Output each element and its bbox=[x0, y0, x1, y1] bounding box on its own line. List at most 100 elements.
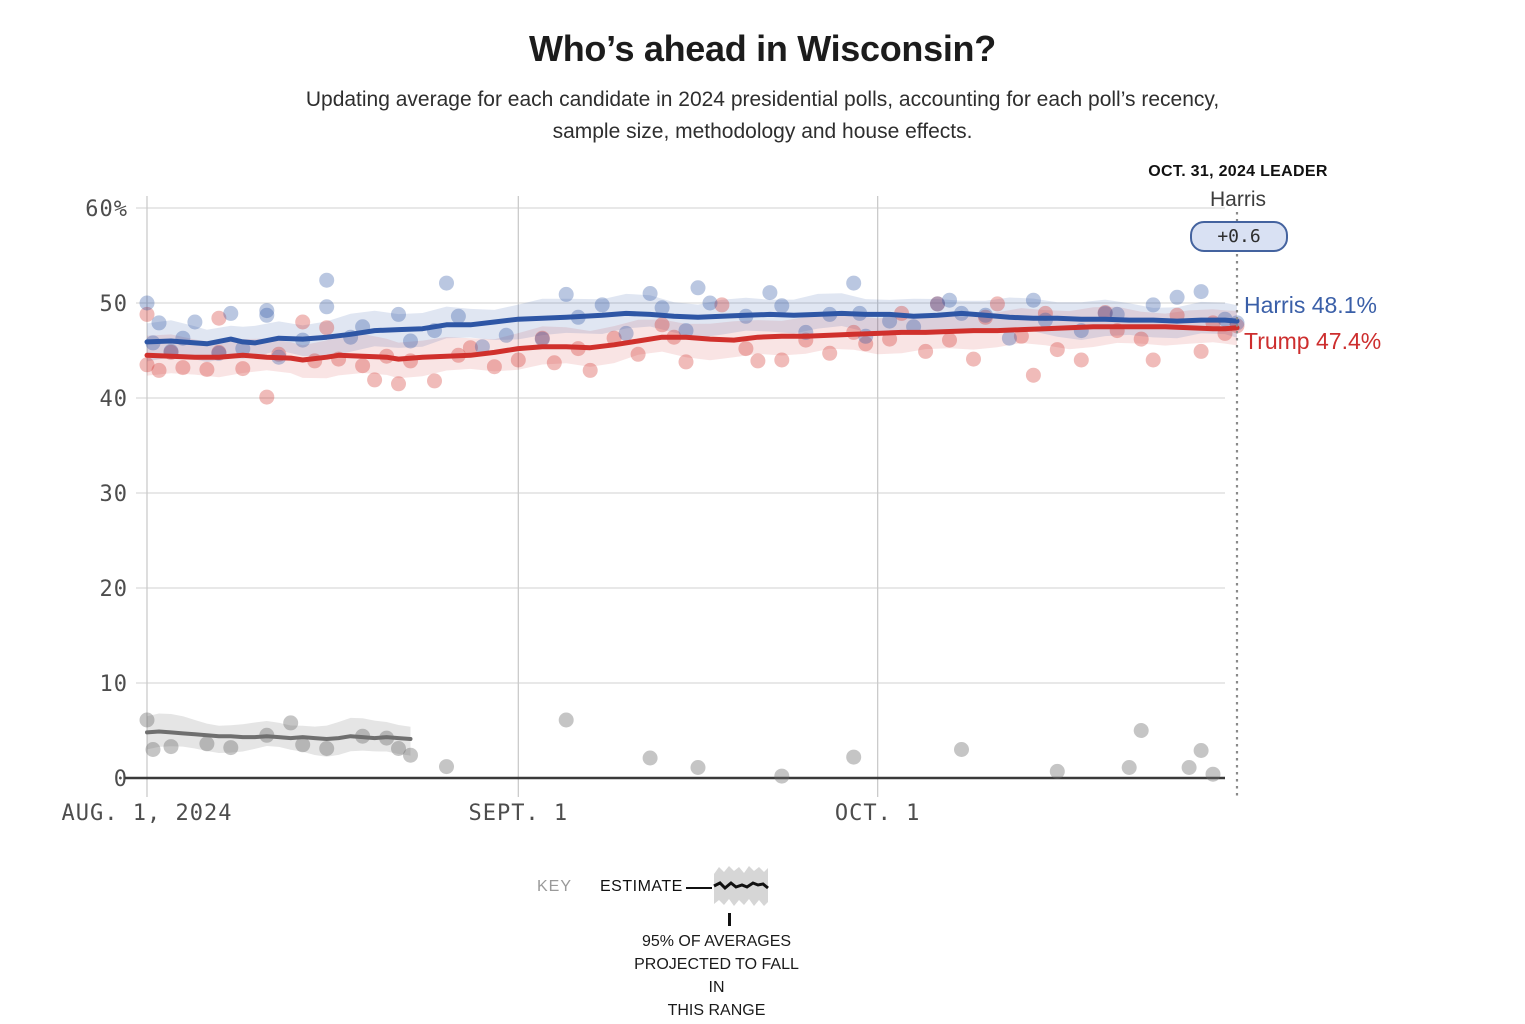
trump-poll-dot bbox=[858, 336, 874, 352]
gray-poll-dot bbox=[439, 759, 454, 775]
gray-poll-dot bbox=[558, 712, 574, 728]
trump-poll-dot bbox=[750, 353, 766, 369]
trump-poll-dot bbox=[738, 341, 754, 357]
trump-poll-dot bbox=[211, 310, 227, 326]
gray-poll-dot bbox=[1121, 760, 1137, 775]
harris-poll-dot bbox=[642, 286, 658, 301]
harris-poll-dot bbox=[558, 286, 574, 302]
harris-poll-dot bbox=[403, 333, 418, 349]
gray-poll-dot bbox=[1181, 760, 1197, 775]
harris-poll-dot bbox=[319, 272, 335, 288]
trump-poll-dot bbox=[151, 362, 167, 378]
gray-poll-dot bbox=[283, 715, 299, 731]
trump-end-label: Trump 47.4% bbox=[1244, 328, 1382, 354]
harris-poll-dot bbox=[774, 298, 790, 314]
trump-poll-dot bbox=[918, 343, 934, 359]
harris-poll-dot bbox=[654, 300, 670, 316]
trump-poll-dot bbox=[319, 320, 335, 336]
trump-poll-dot bbox=[966, 351, 981, 367]
harris-poll-dot bbox=[618, 325, 634, 341]
gray-poll-dot bbox=[403, 747, 418, 763]
gray-poll-dot bbox=[199, 736, 215, 752]
trump-poll-dot bbox=[989, 296, 1005, 312]
trump-average-line bbox=[144, 324, 1240, 363]
trump-poll-dot bbox=[546, 355, 562, 371]
trump-poll-dot bbox=[654, 317, 670, 333]
trump-poll-dot bbox=[391, 376, 406, 392]
trump-poll-dot bbox=[235, 361, 251, 377]
harris-confidence-band bbox=[147, 293, 1237, 362]
x-tick-label: SEPT. 1 bbox=[468, 801, 568, 826]
leader-date-label: OCT. 31, 2024 LEADER bbox=[1148, 163, 1328, 180]
gray-poll-dot bbox=[642, 750, 658, 766]
harris-poll-dot bbox=[534, 331, 550, 347]
harris-poll-dot bbox=[1193, 284, 1209, 300]
harris-poll-dot bbox=[1145, 297, 1161, 313]
harris-poll-dot bbox=[690, 280, 706, 296]
harris-poll-dot bbox=[1169, 289, 1185, 305]
harris-end-label: Harris 48.1% bbox=[1244, 292, 1377, 318]
trump-poll-dot bbox=[774, 352, 790, 368]
trump-poll-dot bbox=[427, 373, 442, 389]
trump-poll-dot bbox=[1145, 352, 1161, 368]
trump-poll-dot bbox=[534, 330, 550, 346]
y-tick-label: 10 bbox=[100, 672, 129, 697]
y-tick-label: 60% bbox=[85, 197, 128, 222]
trump-poll-dot bbox=[355, 358, 371, 374]
harris-poll-dot bbox=[259, 303, 275, 319]
key-caption-line2: PROJECTED TO FALL IN bbox=[634, 956, 799, 996]
gray-average-line bbox=[145, 729, 413, 741]
trump-poll-dot bbox=[582, 362, 598, 378]
key-line-shape bbox=[713, 881, 769, 891]
trump-poll-dot bbox=[1133, 331, 1149, 347]
gray-poll-dot bbox=[1049, 763, 1065, 779]
key-estimate-pointer-line bbox=[686, 887, 712, 889]
key-caption-line3: THIS RANGE bbox=[667, 1002, 766, 1019]
harris-poll-dot bbox=[139, 295, 155, 311]
key-estimate-glyph bbox=[713, 866, 769, 906]
page-title: Who’s ahead in Wisconsin? bbox=[529, 28, 996, 69]
harris-poll-dot bbox=[474, 339, 490, 355]
gray-poll-dot bbox=[954, 742, 969, 757]
harris-poll-dot bbox=[1025, 292, 1041, 308]
trump-poll-dot bbox=[462, 340, 478, 356]
y-tick-label: 30 bbox=[100, 482, 129, 507]
harris-poll-dot bbox=[319, 299, 335, 315]
key-range-tick bbox=[728, 913, 731, 926]
gray-poll-dot bbox=[391, 741, 406, 756]
gray-poll-dot bbox=[295, 737, 311, 753]
harris-poll-dot bbox=[942, 292, 957, 308]
y-tick-label: 40 bbox=[100, 387, 129, 412]
gray-poll-dot bbox=[1133, 723, 1149, 738]
key-estimate-label: ESTIMATE bbox=[600, 878, 683, 895]
trump-poll-dot bbox=[295, 314, 311, 330]
leader-name: Harris bbox=[1210, 188, 1266, 211]
gray-poll-dot bbox=[139, 712, 155, 728]
trump-poll-dot bbox=[367, 372, 383, 388]
gray-poll-dot bbox=[690, 760, 706, 775]
gray-poll-dot bbox=[163, 739, 179, 755]
page-subtitle-line1: Updating average for each candidate in 2… bbox=[305, 88, 1220, 111]
harris-poll-dot bbox=[187, 314, 203, 330]
trump-poll-dot bbox=[1193, 343, 1209, 359]
harris-poll-dot bbox=[151, 315, 167, 331]
harris-poll-dot bbox=[259, 307, 275, 323]
trump-confidence-band bbox=[147, 306, 1237, 379]
trump-poll-dot bbox=[139, 306, 155, 322]
key-range-caption: 95% OF AVERAGES PROJECTED TO FALL IN THI… bbox=[629, 930, 804, 1022]
harris-poll-dot bbox=[594, 297, 610, 313]
y-tick-label: 0 bbox=[114, 767, 128, 792]
harris-poll-dot bbox=[235, 341, 251, 357]
gray-poll-dot bbox=[846, 749, 862, 765]
trump-poll-dot bbox=[1025, 367, 1041, 383]
gray-poll-dot bbox=[774, 768, 790, 784]
trump-poll-dot bbox=[678, 354, 694, 370]
harris-poll-dot bbox=[391, 306, 406, 322]
trump-poll-dot bbox=[1097, 305, 1113, 320]
gray-poll-dot bbox=[223, 740, 239, 756]
harris-poll-dot bbox=[882, 313, 898, 329]
trump-poll-dot bbox=[1049, 342, 1065, 358]
trump-poll-dot bbox=[822, 345, 838, 361]
trump-poll-dot bbox=[630, 346, 646, 362]
